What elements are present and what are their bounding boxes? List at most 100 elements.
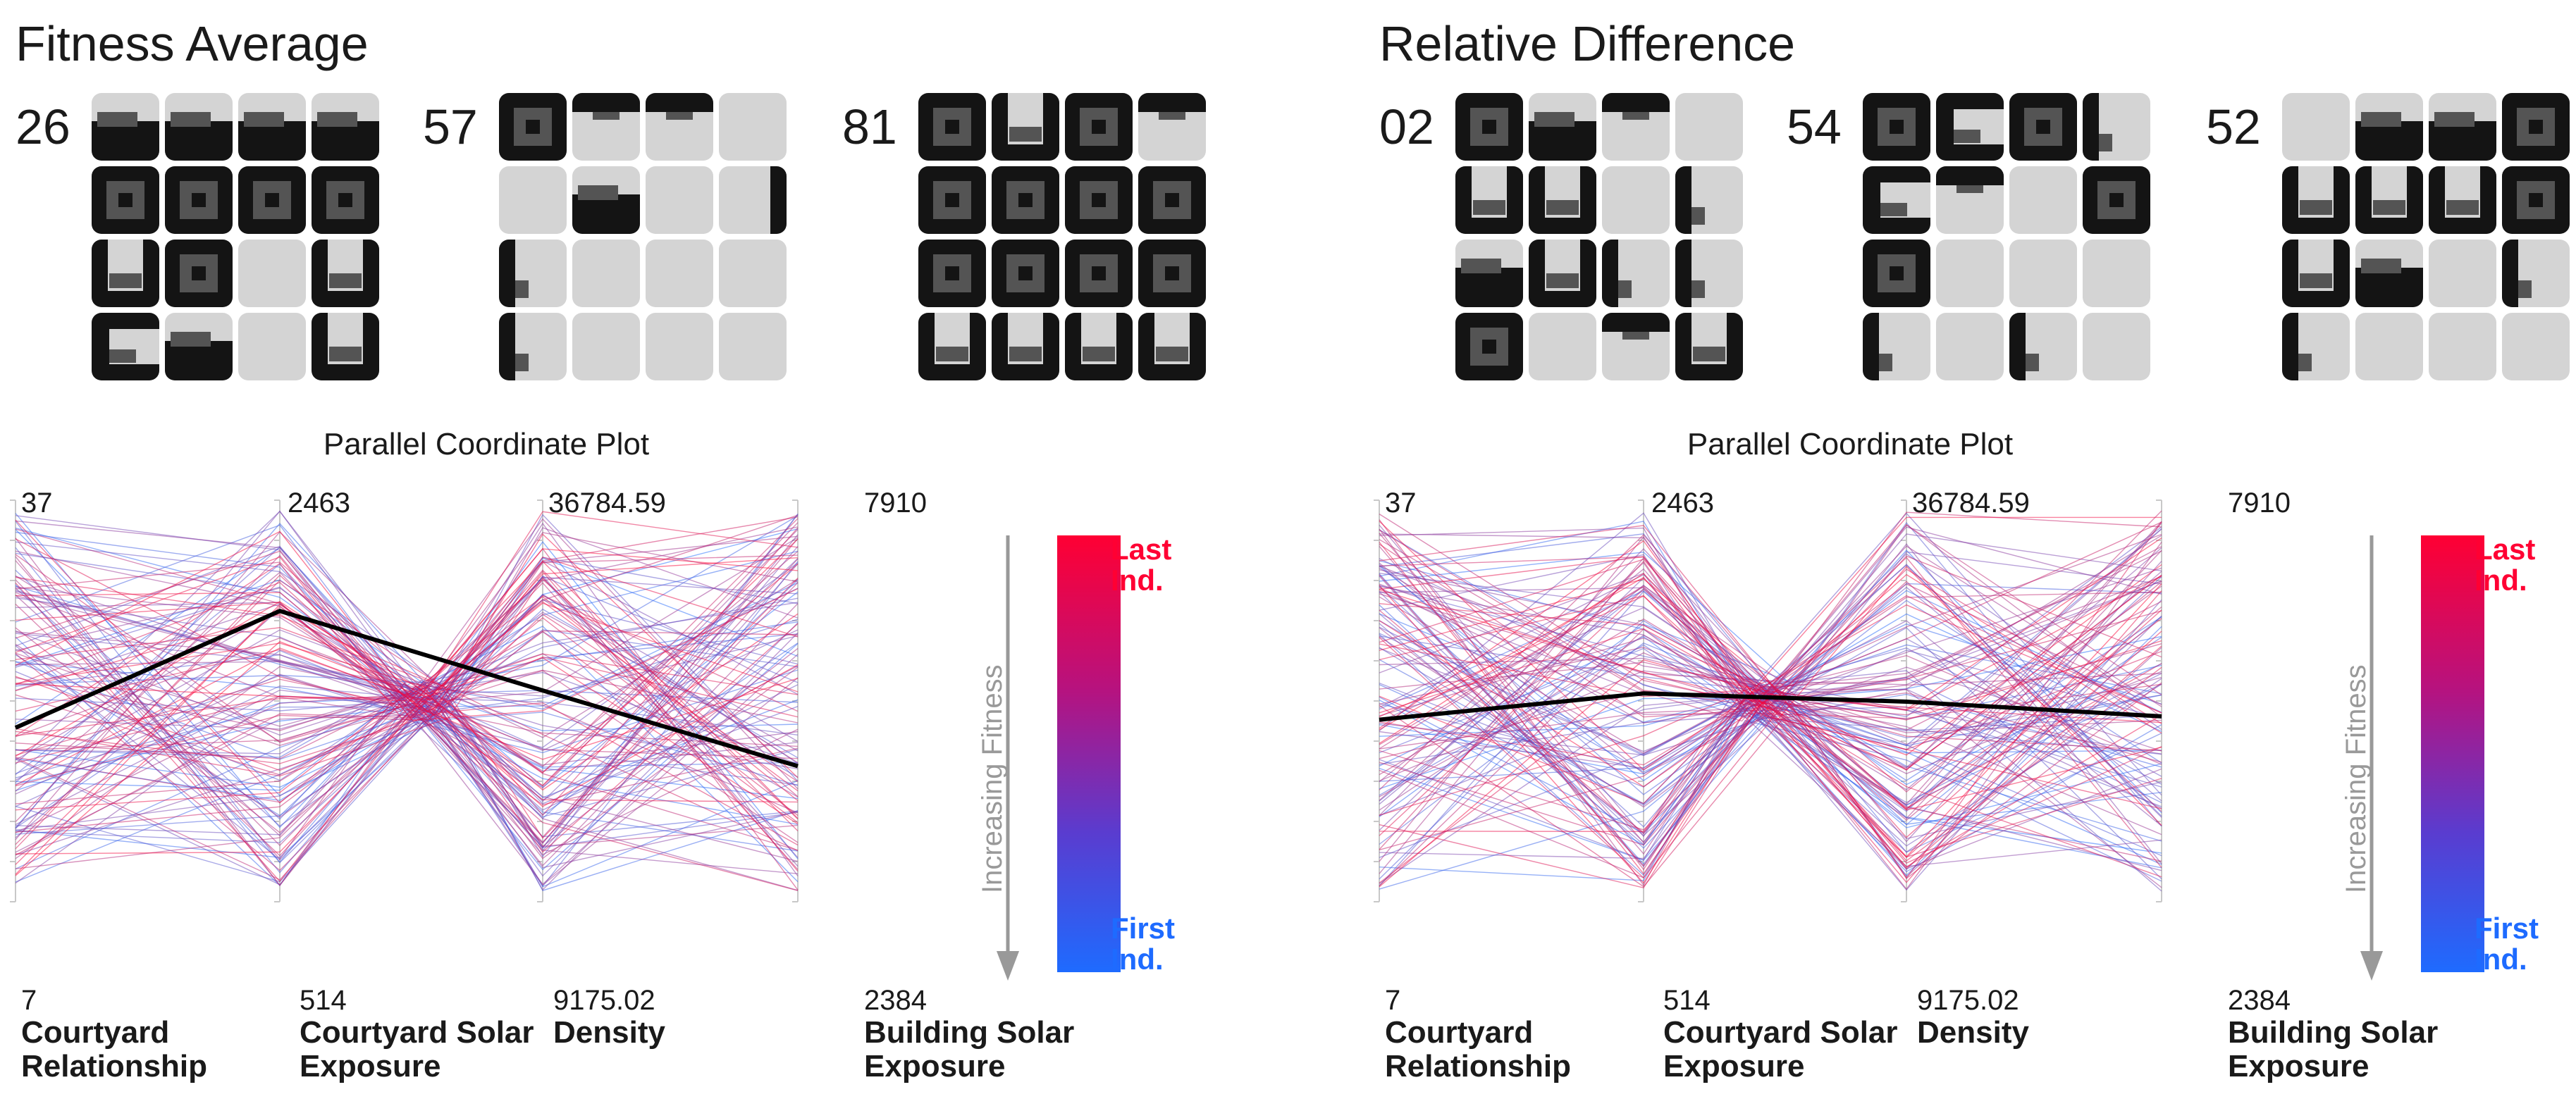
axis-name: Courtyard Relationship: [21, 1015, 208, 1084]
axis-max-label: 2463: [288, 488, 350, 519]
building-tile: [1675, 240, 1743, 307]
axis-max-label: 37: [21, 488, 53, 519]
building-tile: [992, 313, 1059, 380]
building-tile: [1602, 240, 1670, 307]
individual-line: [1379, 600, 2162, 878]
fitness-arrow-icon: [2360, 535, 2383, 981]
tile-segment: [2355, 268, 2423, 307]
building-tile: [2502, 166, 2570, 234]
individual-line: [15, 653, 799, 737]
legend-last-ind: Last Ind.: [1111, 533, 1172, 597]
tile-segment: [1082, 347, 1116, 362]
design-rank-label: 54: [1787, 99, 1842, 154]
individual-line: [15, 578, 799, 839]
building-tile: [499, 93, 567, 161]
tile-segment: [1863, 313, 1880, 380]
tile-grid: [1863, 93, 2159, 389]
tile-segment: [1602, 93, 1670, 112]
tile-segment: [2026, 353, 2040, 371]
individual-line: [1379, 595, 2162, 835]
building-tile: [646, 93, 713, 161]
building-tile: [2009, 93, 2077, 161]
axis-min-label: 2384: [2228, 985, 2291, 1016]
axis-min-label: 7: [1385, 985, 1401, 1016]
tile-segment: [1529, 121, 1596, 161]
empty-tile: [646, 313, 713, 380]
tile-segment: [1691, 280, 1706, 298]
empty-tile: [2083, 240, 2150, 307]
individual-line: [1379, 702, 2162, 858]
chart-title: Parallel Coordinate Plot: [323, 427, 650, 461]
individual-line: [15, 533, 799, 778]
individual-line: [15, 604, 799, 875]
tile-segment: [1691, 206, 1706, 225]
tile-segment: [170, 111, 211, 127]
axis-max-label: 37: [1385, 488, 1417, 519]
tile-segment: [2299, 273, 2333, 289]
building-tile: [1138, 313, 1206, 380]
individual-line: [1379, 690, 2162, 862]
tile-segment: [1158, 111, 1186, 120]
building-tile: [992, 166, 1059, 234]
building-tile: [1455, 166, 1523, 234]
tile-segment: [592, 111, 620, 120]
tile-segment: [1879, 353, 1893, 371]
tile-segment: [2446, 200, 2479, 216]
building-tile: [312, 166, 379, 234]
tile-segment: [2502, 240, 2519, 307]
tile-grid: [1455, 93, 1751, 389]
empty-tile: [2355, 313, 2423, 380]
empty-tile: [572, 240, 640, 307]
building-tile: [165, 166, 233, 234]
building-tile: [918, 93, 986, 161]
building-tile: [2429, 166, 2496, 234]
building-tile: [918, 313, 986, 380]
building-tile: [92, 313, 159, 380]
building-tile: [2282, 313, 2350, 380]
axis-max-label: 7910: [864, 488, 927, 519]
building-tile: [2429, 93, 2496, 161]
empty-tile: [499, 166, 567, 234]
building-tile: [1675, 313, 1743, 380]
tile-segment: [2009, 313, 2026, 380]
empty-tile: [646, 240, 713, 307]
individual-line: [1379, 519, 2162, 871]
tile-segment: [92, 121, 159, 161]
building-tile: [1863, 166, 1930, 234]
building-tile: [499, 240, 567, 307]
individual-line: [1379, 580, 2162, 685]
individual-line: [1379, 524, 2162, 722]
axis-min-label: 9175.02: [1917, 985, 2019, 1016]
individual-line: [1379, 516, 2162, 771]
tile-segment: [945, 266, 959, 280]
tile-segment: [572, 194, 640, 234]
individual-line: [1379, 540, 2162, 756]
tile-segment: [1622, 331, 1650, 340]
tile-segment: [1890, 120, 1904, 134]
tile-segment: [338, 193, 352, 207]
axis-name: Building Solar Exposure: [2228, 1015, 2439, 1084]
building-tile: [238, 166, 306, 234]
tile-segment: [770, 166, 787, 234]
tile-segment: [526, 120, 540, 134]
tile-segment: [109, 349, 137, 364]
building-tile: [1602, 93, 1670, 161]
individual-line: [1379, 557, 2162, 868]
tile-segment: [1482, 120, 1496, 134]
tile-segment: [499, 313, 516, 380]
building-tile: [2355, 93, 2423, 161]
building-tile: [1455, 93, 1523, 161]
individual-line: [15, 613, 799, 803]
axis-name: Courtyard Solar Exposure: [300, 1015, 534, 1084]
empty-tile: [238, 313, 306, 380]
tile-segment: [945, 193, 959, 207]
empty-tile: [238, 240, 306, 307]
building-tile: [2009, 313, 2077, 380]
tile-segment: [2109, 193, 2124, 207]
building-tile: [238, 93, 306, 161]
empty-tile: [2429, 240, 2496, 307]
building-tile: [2083, 166, 2150, 234]
empty-tile: [1675, 93, 1743, 161]
tile-segment: [1009, 347, 1042, 362]
individual-line: [1379, 556, 2162, 809]
